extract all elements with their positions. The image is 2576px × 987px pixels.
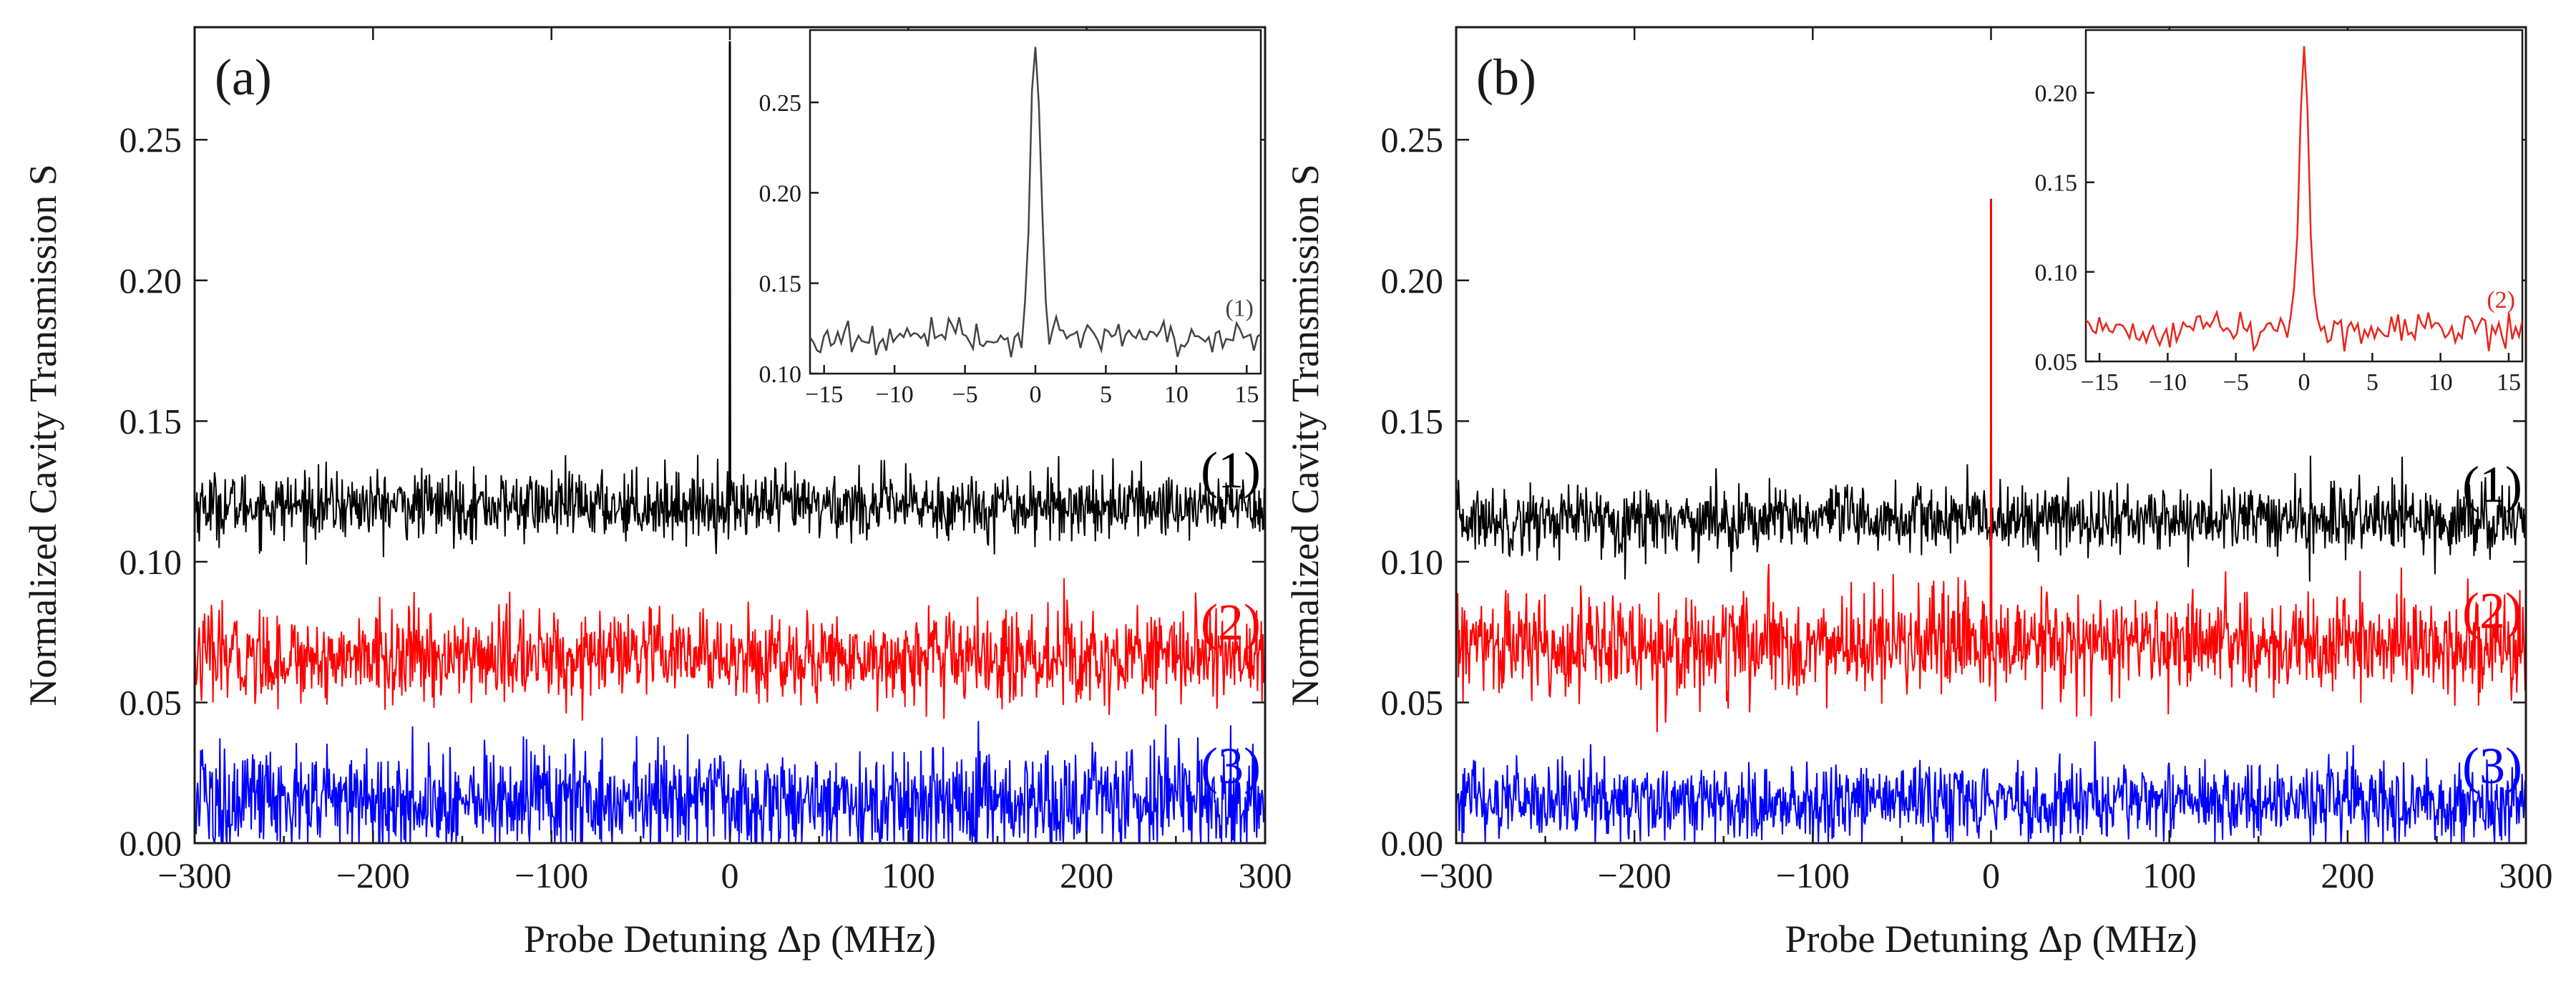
inset-y-tick-label: 0.10: [759, 361, 802, 388]
x-tick-label: 200: [1060, 855, 1113, 895]
inset-curve-label: (1): [1225, 295, 1254, 321]
x-tick-label: −300: [1419, 855, 1493, 895]
y-tick-label: 0.15: [1381, 401, 1444, 441]
x-tick-label: −100: [1776, 855, 1850, 895]
y-tick-label: 0.00: [1381, 823, 1444, 863]
x-tick-label: −300: [157, 855, 231, 895]
x-tick-label: 300: [1239, 855, 1292, 895]
y-tick-label: 0.00: [119, 823, 182, 863]
inset-y-tick-label: 0.15: [759, 271, 802, 298]
x-tick-label: −200: [1598, 855, 1672, 895]
panel-label: (a): [215, 49, 272, 106]
inset-series-group-0: [810, 47, 1261, 358]
inset-x-tick-label: 0: [1030, 381, 1042, 408]
inset-x-tick-label: 5: [2366, 369, 2379, 396]
x-tick-label: 300: [2499, 855, 2553, 895]
inset-x-tick-label: 5: [1100, 381, 1112, 408]
x-tick-label: 100: [882, 855, 935, 895]
inset-x-tick-label: −5: [2223, 369, 2249, 396]
x-axis-title: Probe Detuning Δp (MHz): [524, 918, 936, 961]
x-tick-label: −100: [514, 855, 588, 895]
y-tick-label: 0.25: [1381, 120, 1444, 160]
inset-x-tick-label: −5: [952, 381, 977, 408]
x-tick-label: 0: [721, 855, 739, 895]
inset-series-line: [810, 47, 1261, 358]
y-tick-label: 0.10: [119, 542, 182, 582]
inset-y-tick-label: 0.20: [2035, 81, 2078, 107]
y-tick-label: 0.05: [119, 682, 182, 722]
y-tick-label: 0.05: [1381, 682, 1444, 722]
inset-y-tick-label: 0.20: [759, 180, 802, 207]
inset-x-tick-label: −10: [876, 381, 914, 408]
inset-series-group-1: [2086, 46, 2522, 353]
inset-x-tick-label: 15: [1234, 381, 1259, 408]
curve-label-3: (3): [1201, 737, 1261, 794]
series-line-3: [1456, 741, 2526, 843]
inset-x-tick-label: 10: [1164, 381, 1189, 408]
inset-y-tick-label: 0.05: [2035, 349, 2078, 376]
curve-label-2: (2): [2462, 583, 2522, 640]
inset-x-tick-label: −15: [805, 381, 843, 408]
inset-frame-0: [809, 29, 1262, 375]
x-tick-label: 200: [2321, 855, 2374, 895]
inset-series-line: [2086, 46, 2522, 353]
panel-label: (b): [1476, 49, 1536, 106]
inset-x-tick-label: 10: [2429, 369, 2453, 396]
y-axis-title: Normalized Cavity Transmission S: [21, 164, 64, 706]
x-tick-label: 100: [2142, 855, 2196, 895]
y-tick-label: 0.15: [119, 401, 182, 441]
inset-x-tick-label: 0: [2298, 369, 2311, 396]
y-tick-label: 0.20: [1381, 261, 1444, 301]
x-tick-label: 0: [1982, 855, 2000, 895]
curve-label-1: (1): [1201, 442, 1261, 499]
curve-label-3: (3): [2462, 737, 2522, 794]
curve-label-2: (2): [1201, 593, 1261, 651]
inset-y-tick-label: 0.25: [759, 90, 802, 117]
inset-y-tick-label: 0.10: [2035, 260, 2078, 286]
inset-x-tick-label: −10: [2149, 369, 2187, 396]
inset-curve-label: (2): [2487, 287, 2515, 313]
curve-label-1: (1): [2462, 456, 2522, 513]
y-tick-label: 0.20: [119, 261, 182, 301]
y-tick-label: 0.25: [119, 120, 182, 160]
y-axis-title: Normalized Cavity Transmission S: [1284, 164, 1327, 706]
x-axis-title: Probe Detuning Δp (MHz): [1785, 918, 2197, 961]
inset-y-tick-label: 0.15: [2035, 170, 2078, 197]
series-group-1: [1456, 198, 2526, 843]
y-tick-label: 0.10: [1381, 542, 1444, 582]
inset-x-tick-label: −15: [2080, 369, 2118, 396]
inset-x-tick-label: 15: [2497, 369, 2521, 396]
x-tick-label: −200: [336, 855, 410, 895]
inset-frame-1: [2084, 29, 2524, 363]
series-line-2: [195, 578, 1265, 721]
